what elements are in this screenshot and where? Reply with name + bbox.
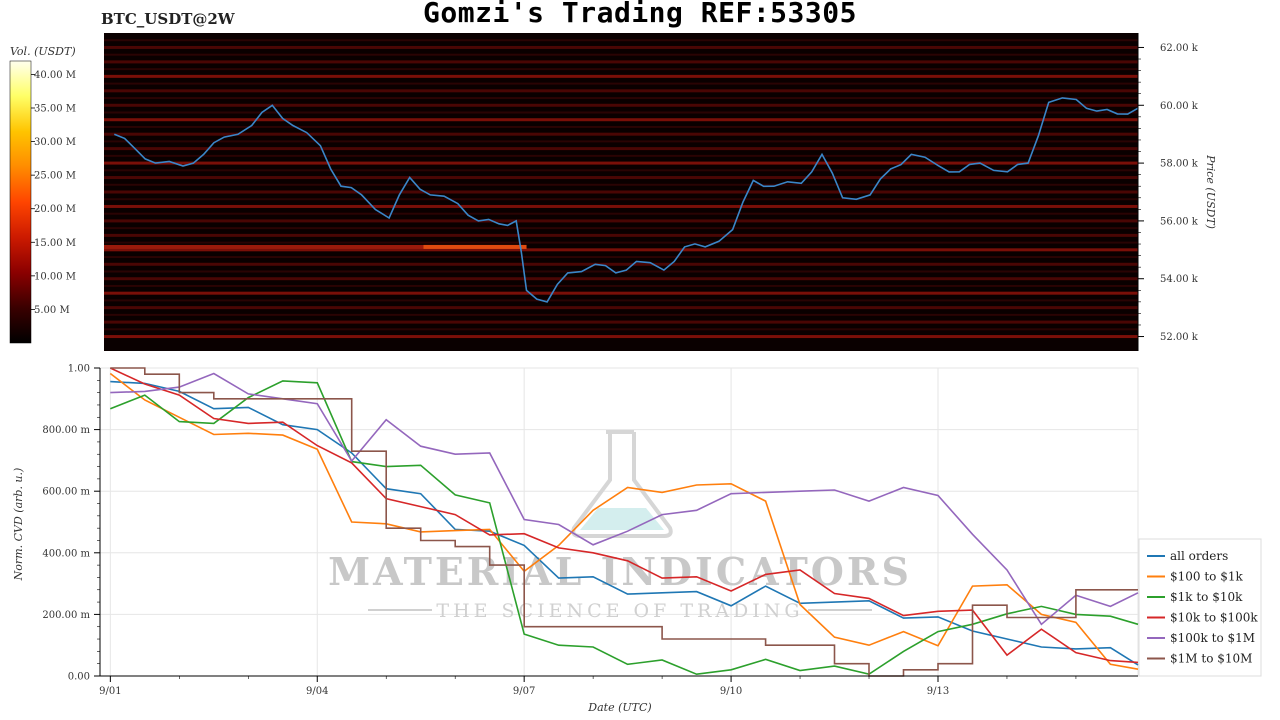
y-tick-label: 800.00 m [42,425,90,436]
cvd-series-line [110,367,1138,677]
liquidity-band [104,82,1138,85]
legend: all orders $100 to $1k $1k to $10k $10k to … [1138,538,1262,677]
colorbar-label: Vol. (USDT) [10,45,76,58]
volume-colorbar: Vol. (USDT) 5.00 M 10.00 M 15.00 M 20.00 M 2… [9,45,76,344]
liquidity-band [104,227,1138,230]
cvd-chart: MATERIAL INDICATORS THE SCIENCE OF TRADI… [12,364,1262,714]
colorbar-tick-label: 25.00 M [34,171,76,182]
liquidity-band [104,212,1138,215]
price-tick-label: 52.00 k [1160,332,1199,343]
colorbar-tick-label: 10.00 M [34,271,76,282]
liquidity-band [104,154,1138,157]
price-tick-label: 54.00 k [1160,274,1199,285]
liquidity-band [104,183,1138,186]
liquidity-band [104,219,1138,223]
colorbar-tick-label: 15.00 M [34,238,76,249]
liquidity-band [104,256,1138,259]
liquidity-band [104,118,1138,122]
x-tick-label: 9/01 [99,686,121,697]
x-tick-label: 9/10 [720,686,742,697]
liquidity-band [104,320,1138,324]
price-tick-label: 58.00 k [1160,159,1199,170]
liquidity-band [104,284,1138,287]
liquidity-band [104,147,1138,151]
cvd-series-line [109,372,1139,670]
liquidity-band [104,39,1138,42]
liquidity-band [104,291,1138,295]
liquidity-wall [104,244,527,249]
liquidity-band [104,262,1138,266]
x-tick-label: 9/04 [306,686,328,697]
liquidity-band [104,103,1138,107]
liquidity-band [104,53,1138,56]
price-tick-label: 56.00 k [1160,216,1199,227]
liquidity-band [104,45,1138,49]
y-tick-label: 600.00 m [42,487,90,498]
colorbar-tick-label: 35.00 M [34,104,76,115]
liquidity-band [104,111,1138,114]
colorbar-tick-label: 5.00 M [34,305,70,316]
liquidity-band [104,306,1138,310]
liquidity-band [104,97,1138,100]
liquidity-band [104,161,1138,165]
orderbook-heatmap: 52.00 k 54.00 k 56.00 k 58.00 k 60.00 k 62.00… [104,33,1217,351]
x-axis-label: Date (UTC) [587,701,651,714]
price-axis-label: Price (USDT) [1204,154,1217,229]
liquidity-band [104,132,1138,136]
liquidity-band [104,176,1138,180]
y-tick-label: 1.00 [68,364,90,375]
colorbar-tick-label: 30.00 M [34,137,76,148]
liquidity-band [104,204,1138,208]
legend-box [1138,538,1262,677]
liquidity-band [104,198,1138,201]
price-tick-label: 62.00 k [1160,43,1199,54]
legend-label: all orders [1170,549,1228,563]
liquidity-band [104,233,1138,237]
liquidity-band [104,89,1138,93]
liquidity-band [104,241,1138,244]
price-tick-label: 60.00 k [1160,101,1199,112]
liquidity-band [104,248,1138,252]
legend-label: $1M to $10M [1170,652,1252,666]
x-tick-label: 9/07 [513,686,535,697]
colorbar-gradient [9,60,32,344]
ticker-label: BTC_USDT@2W [101,10,235,28]
y-tick-label: 0.00 [68,672,90,683]
legend-label: $100k to $1M [1170,631,1255,645]
legend-label: $100 to $1k [1170,570,1243,584]
colorbar-tick-label: 40.00 M [34,70,76,81]
y-axis-label: Norm. CVD (arb. u.) [12,468,25,582]
liquidity-band [104,313,1138,316]
legend-label: $10k to $100k [1170,611,1258,625]
liquidity-band [104,335,1138,339]
liquidity-band [104,68,1138,71]
liquidity-band [104,277,1138,281]
watermark-subtitle: THE SCIENCE OF TRADING [436,600,803,622]
liquidity-band [104,169,1138,172]
watermark-title: MATERIAL INDICATORS [328,549,912,594]
watermark: MATERIAL INDICATORS THE SCIENCE OF TRADI… [328,430,912,622]
chart-title: Gomzi's Trading REF:53305 [423,0,857,29]
liquidity-band [104,60,1138,64]
liquidity-band [104,299,1138,302]
liquidity-band [104,190,1138,194]
colorbar-tick-label: 20.00 M [34,204,76,215]
price-line [113,97,1139,303]
liquidity-band [104,74,1138,78]
liquidity-band [104,328,1138,331]
liquidity-band [104,125,1138,128]
y-tick-label: 400.00 m [42,548,90,559]
x-tick-label: 9/13 [927,686,949,697]
liquidity-band [104,140,1138,143]
legend-label: $1k to $10k [1170,590,1243,604]
y-tick-label: 200.00 m [42,610,90,621]
liquidity-hotspot [423,244,527,249]
